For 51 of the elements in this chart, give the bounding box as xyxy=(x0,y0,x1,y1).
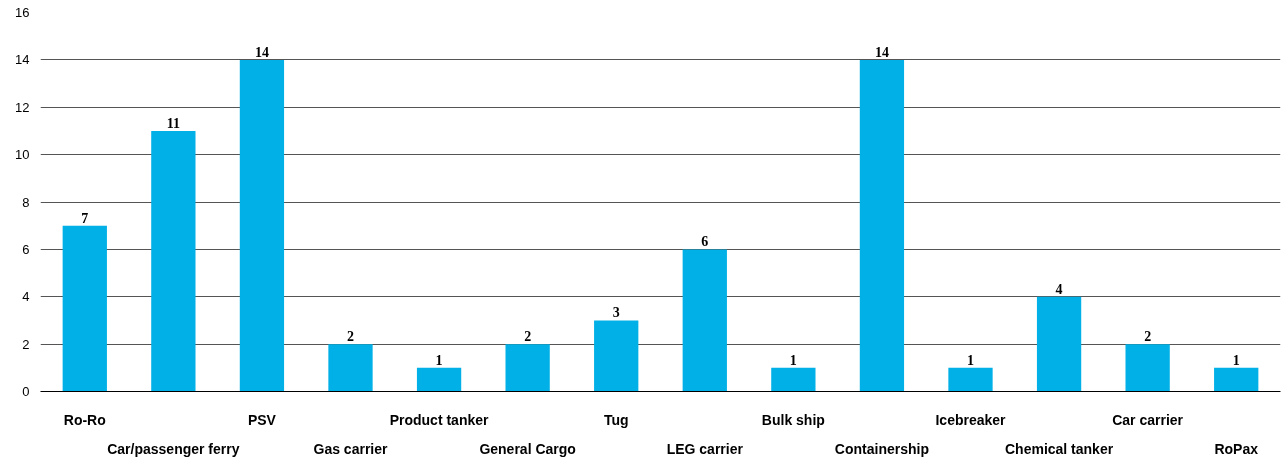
data-label: 14 xyxy=(254,44,269,60)
data-label: 1 xyxy=(435,352,443,368)
y-tick-label: 8 xyxy=(22,194,30,210)
x-tick-label: General Cargo xyxy=(479,440,576,457)
y-tick-label: 12 xyxy=(15,99,30,115)
bar xyxy=(239,59,285,392)
data-label: 4 xyxy=(1055,281,1063,297)
x-tick-label: Bulk ship xyxy=(761,411,825,428)
y-tick-label: 14 xyxy=(15,52,30,68)
bar xyxy=(62,225,107,392)
bar xyxy=(1036,296,1082,392)
y-tick-label: 6 xyxy=(22,241,30,257)
x-tick-label: Containership xyxy=(834,440,929,457)
bar xyxy=(328,344,373,392)
x-tick-label: LEG carrier xyxy=(666,440,744,457)
data-label: 2 xyxy=(1144,329,1152,345)
data-label: 1 xyxy=(1232,352,1240,368)
y-tick-label: 10 xyxy=(15,147,30,163)
data-label: 2 xyxy=(347,329,354,345)
bar xyxy=(1214,367,1259,392)
bar xyxy=(1125,344,1170,392)
x-tick-label: Car/passenger ferry xyxy=(107,440,240,457)
x-tick-label: Gas carrier xyxy=(313,440,389,457)
bar xyxy=(948,367,993,392)
data-label: 7 xyxy=(81,210,89,226)
bar xyxy=(771,367,816,392)
bar xyxy=(416,367,462,392)
x-tick-label: Tug xyxy=(603,411,629,428)
y-tick-label: 0 xyxy=(22,384,30,399)
data-label: 14 xyxy=(874,44,889,60)
bar xyxy=(594,320,639,392)
x-tick-label: Car carrier xyxy=(1112,411,1184,428)
x-tick-label: Icebreaker xyxy=(935,411,1007,428)
data-label: 6 xyxy=(701,234,709,250)
x-tick-label: PSV xyxy=(247,411,277,428)
data-label: 1 xyxy=(967,352,974,368)
bar xyxy=(151,130,196,392)
y-tick-label: 16 xyxy=(15,5,30,20)
x-tick-label: Product tanker xyxy=(389,411,490,428)
y-tick-label: 2 xyxy=(22,336,30,352)
bar xyxy=(859,59,905,392)
data-label: 11 xyxy=(166,115,180,131)
bar xyxy=(682,249,727,392)
data-label: 3 xyxy=(612,305,620,321)
x-tick-label: Ro-Ro xyxy=(63,411,106,428)
x-tick-label: Chemical tanker xyxy=(1004,440,1114,457)
x-tick-label: RoPax xyxy=(1214,440,1259,457)
y-tick-label: 4 xyxy=(22,289,30,305)
data-label: 1 xyxy=(789,352,797,368)
bar xyxy=(505,344,550,392)
data-label: 2 xyxy=(524,329,532,345)
